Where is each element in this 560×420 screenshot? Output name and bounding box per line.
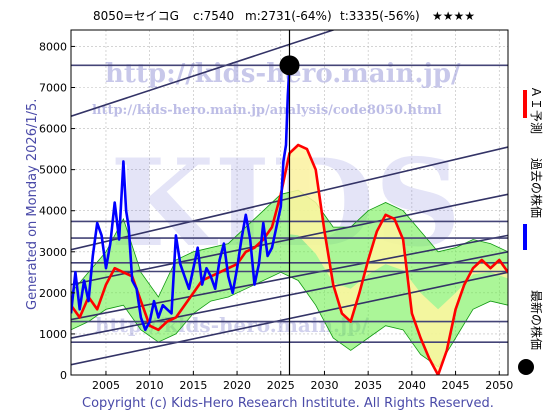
y-axis: 0 1000 2000 3000 4000 5000 6000 7000 8000: [39, 40, 75, 382]
y-tick-label: 8000: [39, 40, 67, 53]
x-tick-label: 2050: [485, 379, 513, 392]
x-tick-label: 2045: [442, 379, 470, 392]
legend: ＡＩ予測 過去の株価 最新の株価: [518, 86, 544, 375]
title-code: 8050=セイコG: [93, 9, 179, 23]
y-tick-label: 1000: [39, 328, 67, 341]
y-tick-label: 3000: [39, 246, 67, 259]
x-axis: 2005 2010 2015 2020 2025 2030 2035 2040 2045 2050: [92, 371, 513, 392]
y-tick-label: 0: [60, 369, 67, 382]
legend-label-ai: ＡＩ予測: [529, 86, 543, 134]
legend-item-past: 過去の株価: [523, 158, 544, 250]
title-current: c:7540: [193, 9, 234, 23]
x-tick-label: 2010: [136, 379, 164, 392]
title-target: t:3335(-56%): [340, 9, 420, 23]
y-tick-label: 7000: [39, 82, 67, 95]
chart-title: 8050=セイコG c:7540 m:2731(-64%) t:3335(-56…: [93, 9, 475, 23]
x-tick-label: 2025: [267, 379, 295, 392]
title-stars: ★★★★: [432, 9, 475, 23]
x-tick-label: 2040: [398, 379, 426, 392]
x-tick-label: 2030: [310, 379, 338, 392]
y-tick-label: 4000: [39, 205, 67, 218]
latest-price-marker: [279, 55, 300, 76]
watermark-url-page: http://kids-hero.main.jp/analysis/code80…: [92, 103, 442, 118]
y-tick-label: 6000: [39, 123, 67, 136]
latest-layer: [279, 30, 300, 375]
legend-label-latest: 最新の株価: [529, 290, 544, 350]
past-price-line: [71, 65, 291, 332]
title-min: m:2731(-64%): [245, 9, 332, 23]
x-tick-label: 2005: [92, 379, 120, 392]
legend-label-past: 過去の株価: [529, 158, 544, 218]
y-tick-label: 2000: [39, 287, 67, 300]
generated-label: Generated on Monday 2026/1/5.: [25, 99, 40, 310]
plot-border: [70, 29, 509, 376]
legend-swatch-latest: [518, 359, 534, 375]
y-tick-label: 5000: [39, 164, 67, 177]
copyright-footer: Copyright (c) Kids-Hero Research Institu…: [82, 396, 494, 411]
x-tick-label: 2020: [223, 379, 251, 392]
legend-item-ai: ＡＩ予測: [523, 86, 543, 134]
x-tick-label: 2035: [354, 379, 382, 392]
x-tick-label: 2015: [179, 379, 207, 392]
legend-item-latest: 最新の株価: [518, 290, 544, 375]
